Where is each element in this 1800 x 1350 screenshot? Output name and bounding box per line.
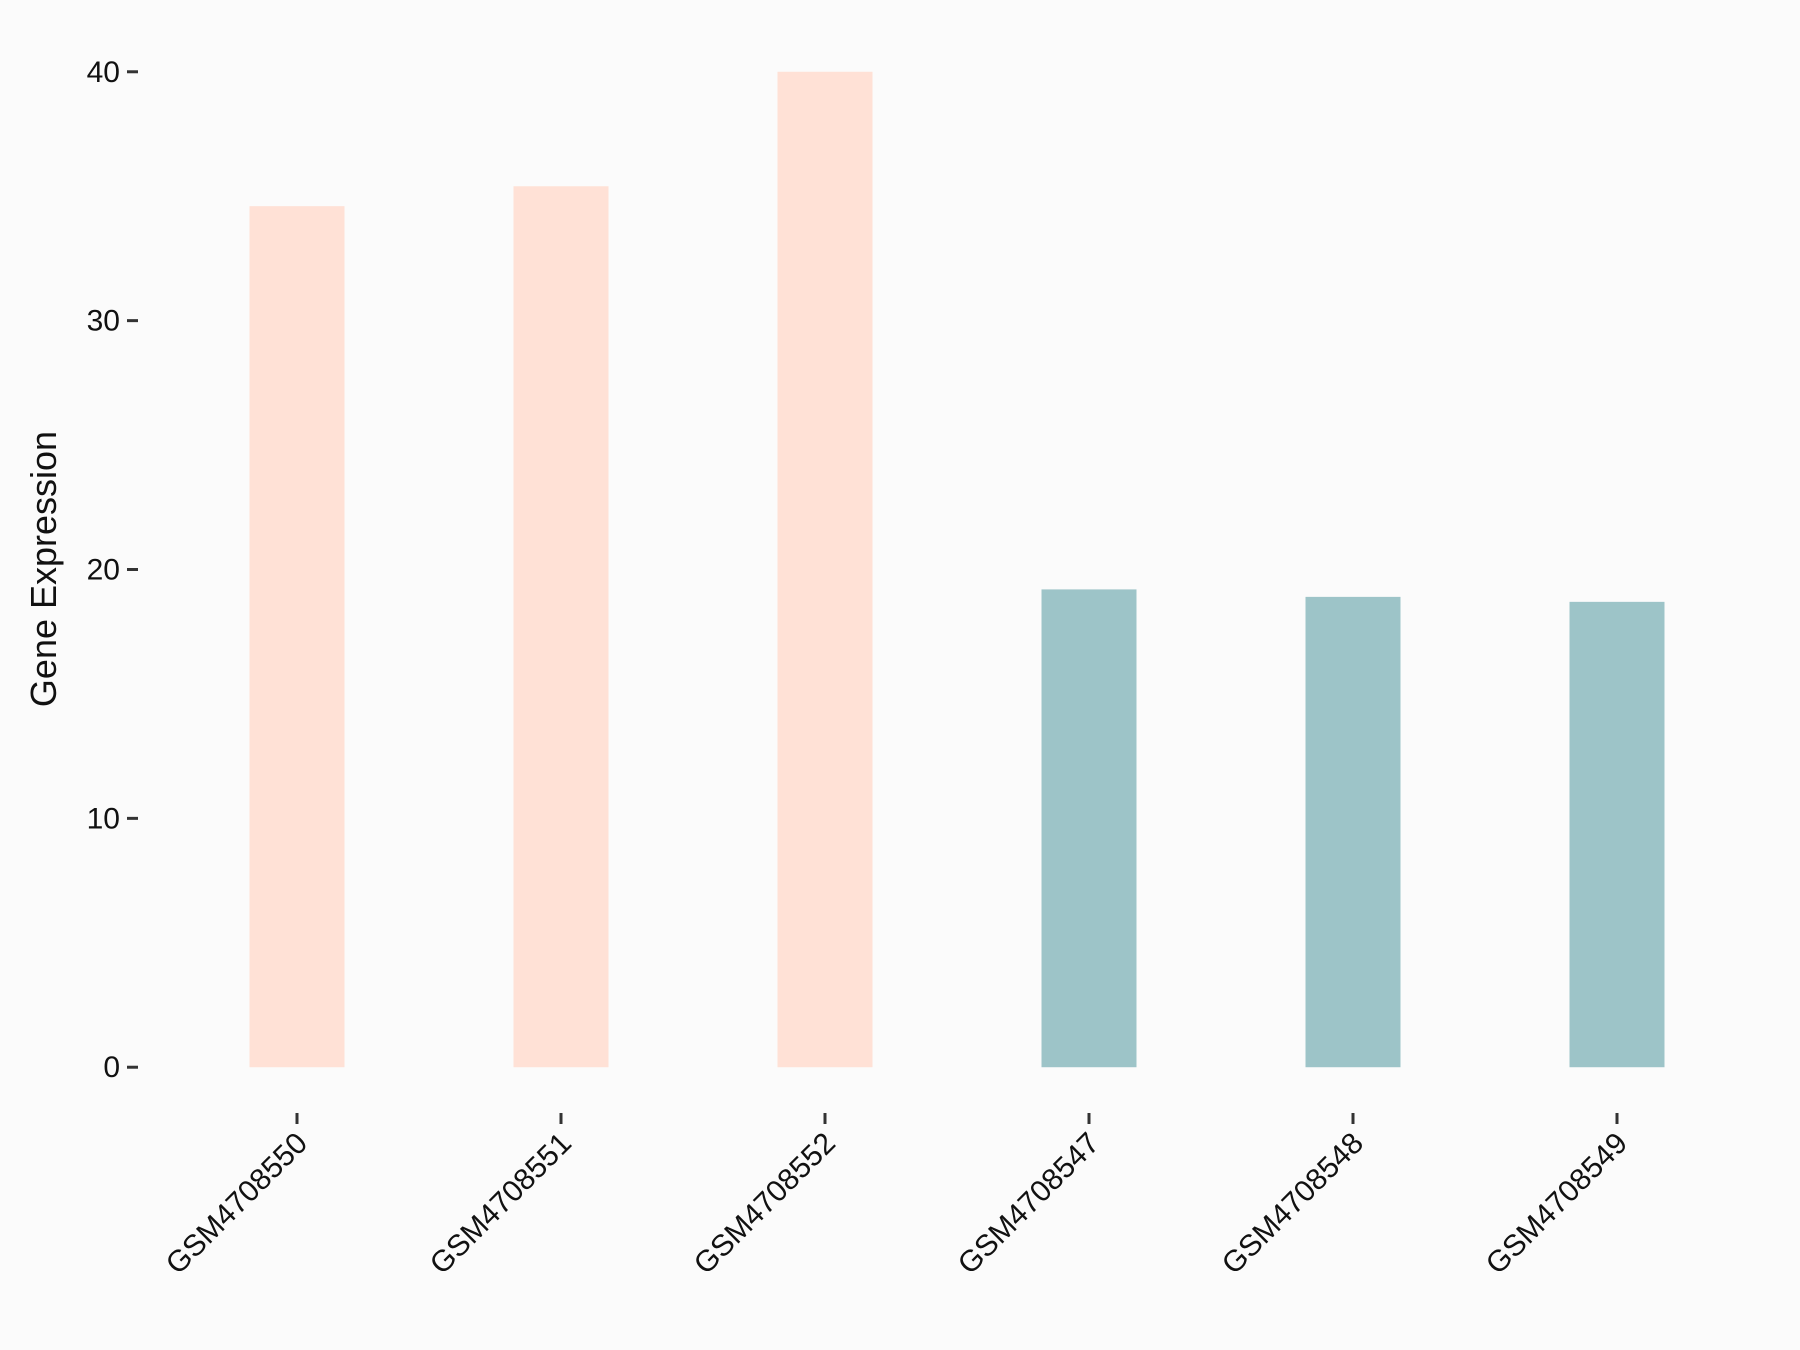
- bar: [777, 71, 873, 1068]
- bar: [513, 186, 609, 1068]
- y-tick-label: 10: [87, 802, 120, 835]
- y-tick-label: 30: [87, 305, 120, 338]
- y-tick-label: 40: [87, 56, 120, 89]
- bar: [1569, 601, 1665, 1068]
- bar: [249, 206, 345, 1068]
- y-tick-label: 0: [103, 1051, 120, 1084]
- bar: [1305, 596, 1401, 1068]
- bar: [1041, 589, 1137, 1068]
- y-tick-label: 20: [87, 554, 120, 587]
- y-axis-title: Gene Expression: [23, 431, 64, 707]
